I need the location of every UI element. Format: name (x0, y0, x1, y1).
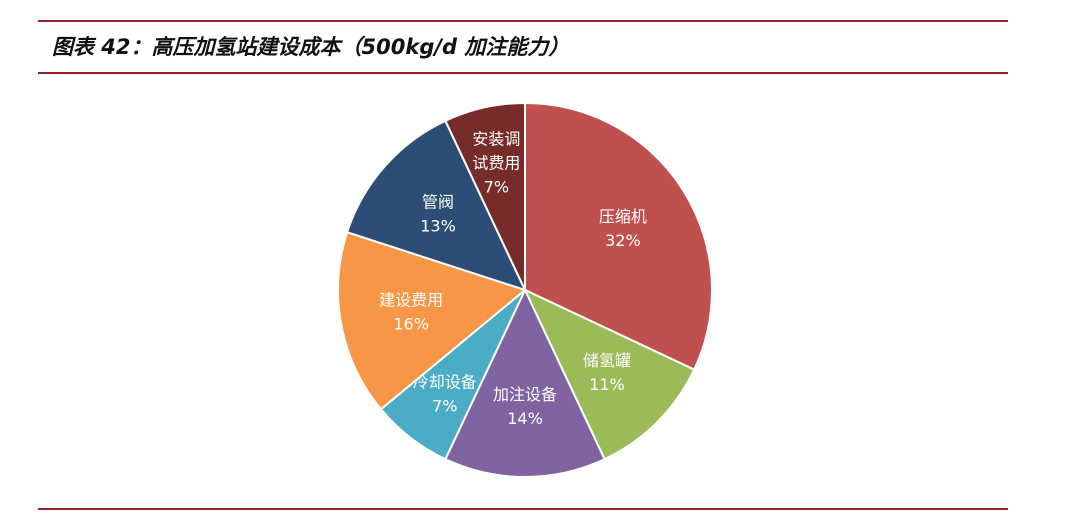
pie-slice (444, 287, 606, 478)
slice-label-group: 管阀 13% (420, 192, 456, 235)
pie-slice (337, 230, 528, 411)
slice-label-group: 储氢罐 11% (583, 351, 631, 394)
slice-category-label: 加注设备 (493, 385, 557, 404)
figure-title: 图表 42：高压加氢站建设成本（500kg/d 加注能力） (52, 35, 570, 59)
slice-percent-label: 13% (420, 216, 456, 235)
slice-label-group: 建设费用 16% (379, 291, 443, 334)
slice-category-label: 储氢罐 (583, 351, 631, 370)
slice-category-label: 安装调 (472, 129, 520, 148)
slice-label-group: 冷却设备 7% (413, 372, 477, 415)
slice-category-label: 试费用 (472, 153, 520, 172)
slice-percent-label: 7% (484, 177, 509, 196)
pie-slice (524, 101, 713, 371)
slice-category-label: 建设费用 (379, 291, 443, 310)
title-underline (38, 72, 1008, 74)
slice-percent-label: 16% (393, 315, 429, 334)
slice-category-label: 压缩机 (599, 207, 647, 226)
pie-slice (522, 287, 696, 461)
bottom-rule (38, 508, 1008, 510)
slice-label-group: 加注设备 14% (493, 385, 557, 428)
slice-category-label: 冷却设备 (413, 372, 477, 391)
pie-slice (345, 119, 527, 292)
slice-percent-label: 14% (507, 409, 543, 428)
top-rule (38, 20, 1008, 22)
pie-slice (444, 101, 526, 291)
slice-percent-label: 11% (589, 375, 625, 394)
slice-category-label: 管阀 (422, 192, 454, 211)
slice-label-group: 压缩机 32% (599, 207, 647, 250)
slice-percent-label: 32% (605, 231, 641, 250)
slice-percent-label: 7% (432, 396, 457, 415)
